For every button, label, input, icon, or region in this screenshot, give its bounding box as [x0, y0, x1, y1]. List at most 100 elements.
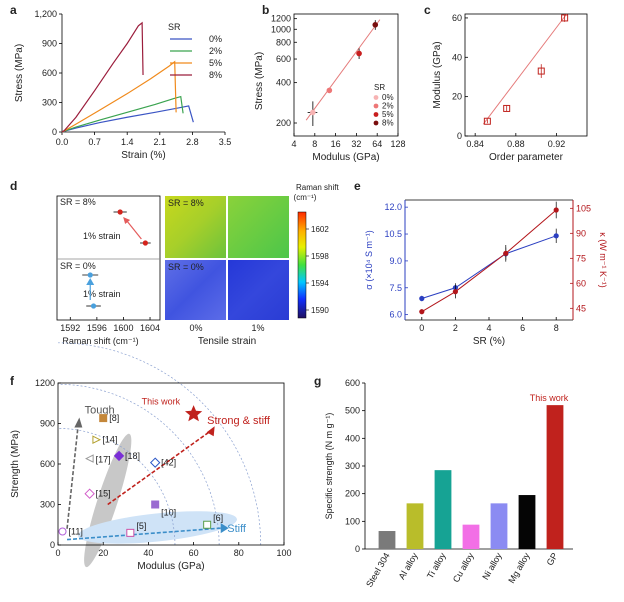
ref-marker [151, 500, 160, 509]
ref-label: [11] [69, 527, 83, 537]
data-point [537, 67, 545, 75]
y-tick-label: 600 [345, 378, 360, 388]
panel-letter: f [10, 374, 15, 388]
y-tick-label: 0 [52, 127, 57, 137]
stiff-label: Stiff [227, 523, 247, 535]
x-tick-label: 40 [143, 548, 153, 558]
y-tick-label: 1200 [35, 378, 55, 388]
sigma-point [553, 233, 559, 239]
fit-line [305, 19, 381, 121]
x-tick-label: 64 [372, 139, 382, 149]
x-tick-label: 100 [276, 548, 291, 558]
y-axis-label-right: κ (W m⁻¹ K⁻¹) [598, 232, 608, 288]
category-label: Mg alloy [506, 551, 532, 585]
strong-label: Strong & stiff [207, 415, 271, 427]
bottom-label: SR = 0% [60, 261, 96, 271]
panel-g: g 0 100 200 300 400 500 600 Specific strength (N… [314, 374, 573, 589]
y-tick-label: 40 [452, 52, 462, 62]
x-tick-label: 8 [312, 139, 317, 149]
ref-label: [15] [96, 489, 111, 499]
this-work-label: This work [142, 397, 181, 407]
bar-cu-alloy [462, 524, 480, 549]
ref-marker [126, 528, 135, 537]
x-axis-label: Raman shift (cm⁻¹) [62, 336, 138, 346]
y-axis-label: Modulus (GPa) [432, 41, 443, 108]
x-axis-label: Modulus (GPa) [312, 152, 379, 163]
legend-marker [373, 112, 379, 117]
kappa-point [419, 309, 425, 315]
ref-marker [84, 488, 95, 499]
y-tick-label: 1200 [271, 14, 291, 24]
data-point [356, 50, 362, 57]
category-label: Steel 304 [364, 551, 392, 589]
y-axis-label: Strength (MPa) [10, 430, 21, 498]
ref-label: [42] [161, 458, 176, 468]
ref-marker [85, 454, 94, 463]
series-line-5% [61, 60, 177, 133]
legend-label: 8% [209, 70, 222, 80]
panel-c: c 0.84 0.88 0.92 0 20 40 60 Order parameter Modul… [424, 3, 588, 163]
kappa-point [503, 250, 509, 256]
x-tick-label: 60 [189, 548, 199, 558]
y-tick-label: 600 [40, 459, 55, 469]
strong-arrowhead [206, 426, 215, 437]
legend-label: 5% [382, 110, 394, 119]
x-tick-label: 1596 [87, 323, 107, 333]
raman-map-0-1 [228, 260, 289, 320]
y-tick-label: 900 [42, 39, 57, 49]
x-tick-label: 20 [98, 548, 108, 558]
panel-letter: a [10, 3, 17, 17]
y-tick-label: 60 [452, 13, 462, 23]
y-tick-label-left: 9.0 [389, 256, 402, 266]
bar-al-alloy [406, 503, 424, 549]
stiff-arrowhead [220, 523, 229, 534]
kappa-point [452, 289, 458, 295]
y-tick-label-right: 45 [576, 303, 586, 313]
panel-letter: b [262, 3, 269, 17]
legend-marker [373, 120, 379, 126]
legend-label: 0% [209, 34, 222, 44]
x-tick-label: 0 [419, 323, 424, 333]
legend-title: SR [168, 22, 181, 32]
colorbar-tick-label: 1598 [311, 252, 329, 261]
strain-arrowhead [86, 278, 95, 285]
y-tick-label: 400 [345, 433, 360, 443]
ref-marker [92, 435, 102, 445]
map-x-tick-label: 0% [189, 323, 202, 333]
legend-label: 0% [382, 93, 394, 102]
plot-frame [464, 13, 588, 137]
y-tick-label: 0 [355, 544, 360, 554]
bar-ti-alloy [434, 470, 452, 549]
x-tick-label: 2.8 [186, 137, 199, 147]
y-axis-label-left: σ (×10⁴ S m⁻¹) [364, 230, 374, 289]
x-tick-label: 8 [554, 323, 559, 333]
sigma-point [419, 295, 425, 302]
map-x-tick-label: 1% [251, 323, 264, 333]
x-axis-label: Order parameter [489, 152, 564, 163]
category-label: Al alloy [397, 551, 420, 582]
data-point [326, 87, 333, 94]
x-tick-label: 0.88 [507, 139, 525, 149]
x-axis-label: SR (%) [473, 336, 505, 347]
bar-ni-alloy [490, 503, 508, 549]
x-tick-label: 128 [390, 139, 405, 149]
legend-title: SR [374, 83, 385, 92]
this-work-annotation: This work [530, 393, 569, 403]
series-line-2% [61, 95, 184, 133]
bar-gp [546, 405, 564, 549]
raman-map-8-0 [165, 196, 226, 258]
y-tick-label-left: 6.0 [389, 310, 402, 320]
legend-marker [373, 103, 379, 109]
legend-label: 8% [382, 119, 394, 128]
panel-e: e 0 2 4 6 8 6.0 7.5 9.0 10.5 12.0 45 60 75 90 105 SR (%)… [354, 179, 608, 347]
x-tick-label: 2 [453, 323, 458, 333]
legend-marker [373, 95, 379, 100]
x-tick-label: 4 [291, 139, 296, 149]
y-tick-label: 100 [345, 516, 360, 526]
data-point [90, 303, 97, 309]
y-axis-label: Stress (MPa) [254, 52, 265, 110]
x-tick-label: 3.5 [219, 137, 232, 147]
y-tick-label: 600 [42, 68, 57, 78]
colorbar-title: Raman shift [296, 183, 339, 192]
